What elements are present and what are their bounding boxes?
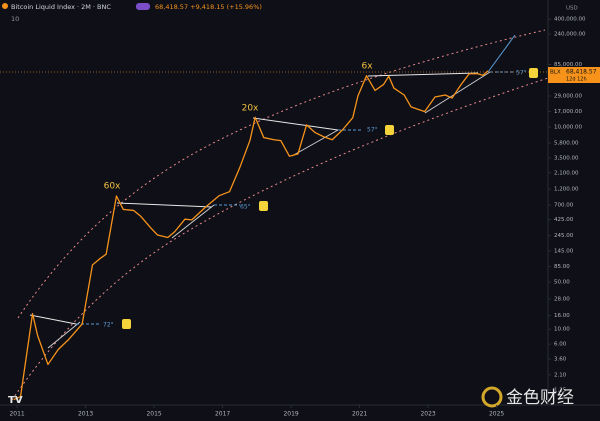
annotation: 6x bbox=[361, 62, 373, 72]
y-tick-label: 6.00 bbox=[554, 342, 567, 348]
y-tick-label: 5,800.00 bbox=[554, 141, 579, 147]
y-tick-label: 10.00 bbox=[554, 327, 570, 333]
y-tick-label: 400,000.00 bbox=[554, 17, 586, 23]
y-tick-label: 2.10 bbox=[554, 372, 567, 378]
y-tick-label: 1.25 bbox=[554, 388, 567, 394]
y-tick-label: 50.00 bbox=[554, 280, 570, 286]
trend-line bbox=[116, 202, 213, 208]
support-line bbox=[47, 321, 81, 349]
y-tick-label: 700.00 bbox=[554, 202, 574, 208]
trend-line bbox=[29, 314, 77, 325]
x-tick-label: 2015 bbox=[146, 411, 161, 418]
support-line bbox=[291, 129, 339, 157]
indicator: 10 bbox=[11, 15, 19, 23]
hand-icon bbox=[529, 68, 538, 78]
y-tick-label: 16.00 bbox=[554, 313, 570, 319]
y-tick-label: 85.00 bbox=[554, 264, 570, 270]
y-tick-label: 145.00 bbox=[554, 248, 574, 254]
x-tick-label: 2025 bbox=[489, 411, 504, 418]
price-info: 68,418.57 +9,418.15 (+15.96%) bbox=[155, 3, 262, 11]
y-tick-label: 17,000.00 bbox=[554, 109, 582, 115]
x-tick-label: 2011 bbox=[9, 411, 24, 418]
x-tick-label: 2019 bbox=[283, 411, 298, 418]
y-tick-label: 29,000.00 bbox=[554, 93, 582, 99]
y-tick-label: 10,000.00 bbox=[554, 125, 582, 131]
watermark-logo bbox=[481, 386, 503, 408]
y-tick-label: 425.00 bbox=[554, 217, 574, 223]
y-tick-label: 85,000.00 bbox=[554, 62, 582, 68]
price-tag bbox=[548, 67, 600, 83]
y-tick-label: 3.60 bbox=[554, 357, 567, 363]
y-tick-label: 240,000.00 bbox=[554, 32, 586, 38]
angle-label: 57° bbox=[516, 70, 527, 77]
annotation: 20x bbox=[242, 104, 259, 114]
angle-label: 72° bbox=[103, 322, 114, 329]
upper-band bbox=[17, 29, 546, 319]
y-tick-label: 2,100.00 bbox=[554, 170, 579, 176]
support-line bbox=[171, 204, 215, 239]
x-tick-label: 2017 bbox=[215, 411, 230, 418]
hand-icons bbox=[122, 68, 538, 329]
y-tick-label: 3,500.00 bbox=[554, 155, 579, 161]
support-line bbox=[424, 71, 491, 114]
x-tick-label: 2021 bbox=[352, 411, 367, 418]
price-line bbox=[13, 70, 489, 401]
symbol-icon bbox=[2, 3, 8, 9]
lower-band bbox=[11, 77, 549, 401]
chart-title: Bitcoin Liquid Index · 2M · BNC bbox=[11, 3, 111, 11]
price-tag-symbol: BLX bbox=[550, 70, 561, 76]
x-tick-label: 2023 bbox=[420, 411, 435, 418]
y-tick-label: 245.00 bbox=[554, 233, 574, 239]
y-tick-label: 1,200.00 bbox=[554, 187, 579, 193]
trend-line bbox=[252, 117, 339, 131]
hand-icon bbox=[259, 201, 268, 211]
price-tag-countdown: 12d 12h bbox=[566, 77, 587, 83]
annotation: 60x bbox=[104, 182, 121, 192]
tv-logo: TV bbox=[8, 395, 23, 406]
price-tag-price: 68,418.57 bbox=[566, 69, 597, 76]
axis-unit: USD bbox=[566, 6, 578, 12]
badge bbox=[136, 3, 150, 10]
hand-icon bbox=[122, 319, 131, 329]
angle-label: 57° bbox=[367, 127, 378, 134]
hand-icon bbox=[385, 125, 394, 135]
x-tick-label: 2013 bbox=[78, 411, 93, 418]
angle-label: 65° bbox=[240, 204, 251, 211]
watermark: 金色财经 bbox=[506, 388, 574, 408]
projection-line bbox=[487, 34, 516, 73]
y-tick-label: 28.00 bbox=[554, 297, 570, 303]
trend-line bbox=[367, 72, 479, 77]
